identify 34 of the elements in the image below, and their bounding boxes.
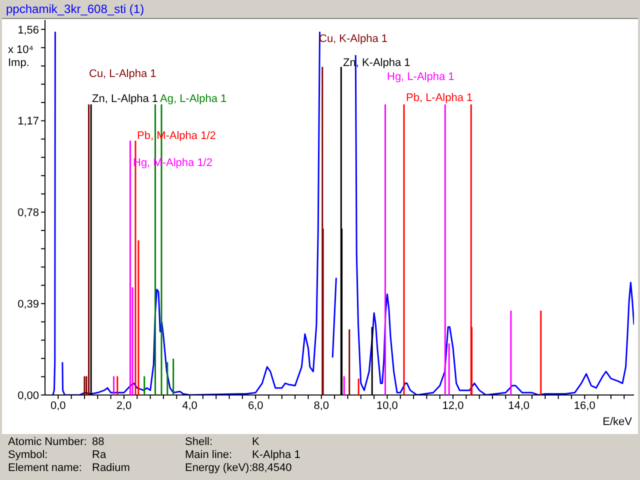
text: 88 xyxy=(92,436,104,449)
annotation: Zn, L-Alpha 1 xyxy=(92,93,158,106)
x-tick-label: 6,0 xyxy=(248,400,264,412)
text: Symbol: xyxy=(8,449,48,462)
y-tick-label: 0,39 xyxy=(18,298,39,310)
annotation: Cu, L-Alpha 1 xyxy=(89,68,156,81)
y-tick-label: 1,56 xyxy=(18,24,39,36)
y-axis-title: x 10⁴ Imp. xyxy=(8,44,35,70)
y-tick-label: 0,00 xyxy=(18,390,39,402)
text: Radium xyxy=(92,462,130,475)
text: Main line: xyxy=(185,449,232,462)
text: Energy (keV): xyxy=(185,462,252,475)
y-tick-label: 1,17 xyxy=(18,116,39,128)
annotation: Pb, L-Alpha 1 xyxy=(406,92,473,105)
x-tick-label: 2,0 xyxy=(116,400,132,412)
annotation: Ag, L-Alpha 1 xyxy=(160,93,227,106)
text: Ra xyxy=(92,449,106,462)
x-tick-label: 4,0 xyxy=(182,400,198,412)
text: 88,4540 xyxy=(252,462,292,475)
x-tick-label: 10,0 xyxy=(376,400,398,412)
x-tick-label: 12,0 xyxy=(442,400,464,412)
chart-title: ppchamik_3kr_608_sti (1) xyxy=(6,2,144,16)
annotation: Hg, L-Alpha 1 xyxy=(387,71,454,84)
x-tick-label: 14,0 xyxy=(508,400,530,412)
text: Atomic Number: xyxy=(8,436,87,449)
x-axis-title: E/keV xyxy=(602,416,632,428)
x-tick-label: 16,0 xyxy=(574,400,596,412)
text: K-Alpha 1 xyxy=(252,449,300,462)
text: K xyxy=(252,436,260,449)
y-tick-label: 0,78 xyxy=(18,207,39,220)
text: Element name: xyxy=(8,462,82,475)
text: Shell: xyxy=(185,436,213,449)
x-tick-label: 0,0 xyxy=(50,400,66,412)
x-tick-label: 8,0 xyxy=(314,400,330,412)
